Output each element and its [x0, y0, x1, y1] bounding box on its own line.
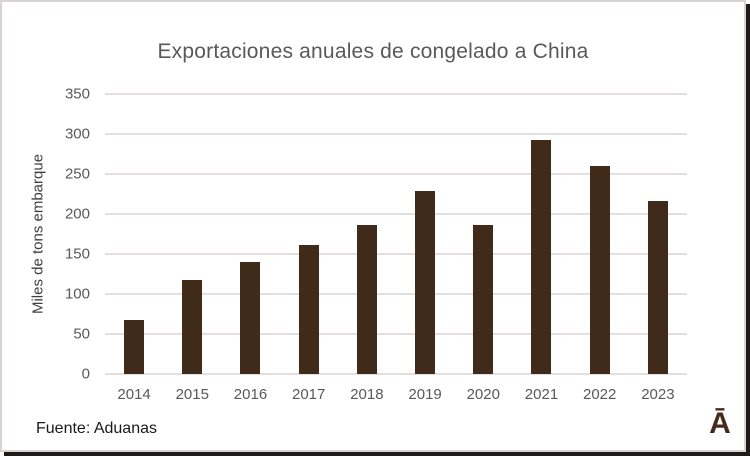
x-tick-label-2016: 2016 — [233, 386, 268, 403]
y-tick-label-300: 300 — [64, 125, 90, 143]
bar-2017 — [298, 245, 319, 374]
bar-2018 — [356, 225, 377, 374]
y-tick-label-0: 0 — [81, 365, 90, 383]
x-axis-tick-labels: 2014 2015 2016 2017 2018 2019 2020 2021 2022 2023 — [105, 386, 687, 406]
y-axis-tick-labels: 0 50 100 150 200 250 300 350 — [32, 86, 90, 383]
bar-slot-2018 — [338, 94, 396, 374]
source-note: Fuente: Aduanas — [36, 420, 157, 437]
bar-2014 — [124, 320, 145, 374]
gridline-y-350 — [105, 93, 687, 95]
gridline-y-50 — [105, 333, 687, 335]
bar-2021 — [531, 139, 552, 374]
y-tick-label-250: 250 — [64, 165, 90, 183]
x-tick-label-2019: 2019 — [408, 386, 442, 403]
bar-slot-2014 — [105, 94, 163, 374]
bar-slot-2022 — [571, 94, 629, 374]
bar-2016 — [240, 262, 261, 374]
x-tick-label-2014: 2014 — [117, 386, 151, 403]
bar-2023 — [647, 201, 668, 374]
x-tick-label-2023: 2023 — [641, 386, 675, 403]
bar-slot-2023 — [629, 94, 687, 374]
x-tick-label-2015: 2015 — [175, 386, 209, 403]
x-tick-label-2017: 2017 — [292, 386, 326, 403]
chart-title: Exportaciones anuales de congelado a Chi… — [157, 40, 589, 63]
bar-slot-2019 — [396, 94, 454, 374]
gridline-y-250 — [105, 173, 687, 175]
bar-2020 — [473, 225, 494, 374]
bar-slot-2015 — [163, 94, 221, 374]
x-tick-label-2021: 2021 — [524, 386, 559, 403]
gridline-y-150 — [105, 253, 687, 255]
bar-slot-2017 — [280, 94, 338, 374]
x-tick-label-2022: 2022 — [583, 386, 617, 403]
bar-slot-2016 — [221, 94, 279, 374]
gridline-y-100 — [105, 293, 687, 295]
y-tick-label-50: 50 — [73, 325, 90, 343]
bar-2019 — [415, 190, 436, 374]
plot-area — [105, 93, 687, 375]
y-tick-label-200: 200 — [64, 205, 90, 223]
y-tick-label-150: 150 — [64, 245, 90, 263]
gridline-y-200 — [105, 213, 687, 215]
gridline-y-0 — [105, 373, 687, 375]
bar-2015 — [182, 279, 203, 374]
y-tick-label-350: 350 — [64, 85, 90, 103]
brand-logo-icon: Ā — [709, 407, 731, 440]
bar-slot-2021 — [512, 94, 570, 374]
x-tick-label-2018: 2018 — [350, 386, 384, 403]
bar-2022 — [589, 166, 610, 374]
gridline-y-300 — [105, 133, 687, 135]
y-tick-label-100: 100 — [64, 285, 90, 303]
bar-slot-2020 — [454, 94, 512, 374]
x-tick-label-2020: 2020 — [466, 386, 500, 403]
